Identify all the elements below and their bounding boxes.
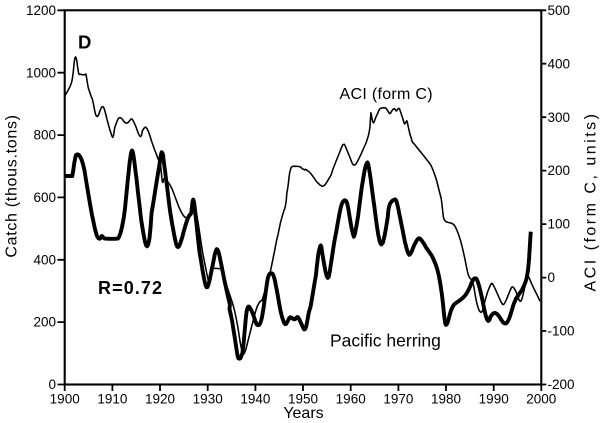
svg-text:1200: 1200	[26, 3, 56, 18]
svg-text:200: 200	[548, 163, 571, 178]
svg-text:400: 400	[548, 56, 571, 71]
svg-text:300: 300	[548, 110, 571, 125]
svg-text:100: 100	[548, 217, 571, 232]
svg-text:D: D	[78, 31, 91, 52]
svg-text:1930: 1930	[193, 392, 223, 407]
svg-text:2000: 2000	[526, 392, 556, 407]
svg-text:1900: 1900	[50, 392, 80, 407]
svg-text:800: 800	[33, 128, 56, 143]
svg-text:400: 400	[33, 252, 56, 267]
svg-text:500: 500	[548, 3, 571, 18]
svg-text:-200: -200	[548, 377, 575, 392]
svg-text:ACI (form C, units): ACI (form C, units)	[583, 112, 600, 292]
svg-text:-100: -100	[548, 324, 575, 339]
svg-text:1000: 1000	[26, 65, 56, 80]
svg-text:R=0.72: R=0.72	[98, 278, 163, 298]
svg-text:1920: 1920	[145, 392, 175, 407]
svg-text:ACI (form C): ACI (form C)	[340, 86, 433, 103]
svg-text:1950: 1950	[288, 392, 318, 407]
svg-text:600: 600	[33, 190, 56, 205]
svg-text:1990: 1990	[479, 392, 509, 407]
svg-text:1910: 1910	[97, 392, 127, 407]
svg-text:0: 0	[548, 270, 556, 285]
svg-text:1970: 1970	[383, 392, 413, 407]
svg-text:0: 0	[48, 377, 56, 392]
svg-text:Catch (thous.tons): Catch (thous.tons)	[3, 114, 20, 257]
svg-text:200: 200	[33, 315, 56, 330]
svg-text:Pacific herring: Pacific herring	[330, 331, 441, 351]
svg-text:Years: Years	[283, 405, 323, 422]
svg-text:1980: 1980	[431, 392, 461, 407]
svg-text:1960: 1960	[336, 392, 366, 407]
svg-text:1940: 1940	[240, 392, 270, 407]
